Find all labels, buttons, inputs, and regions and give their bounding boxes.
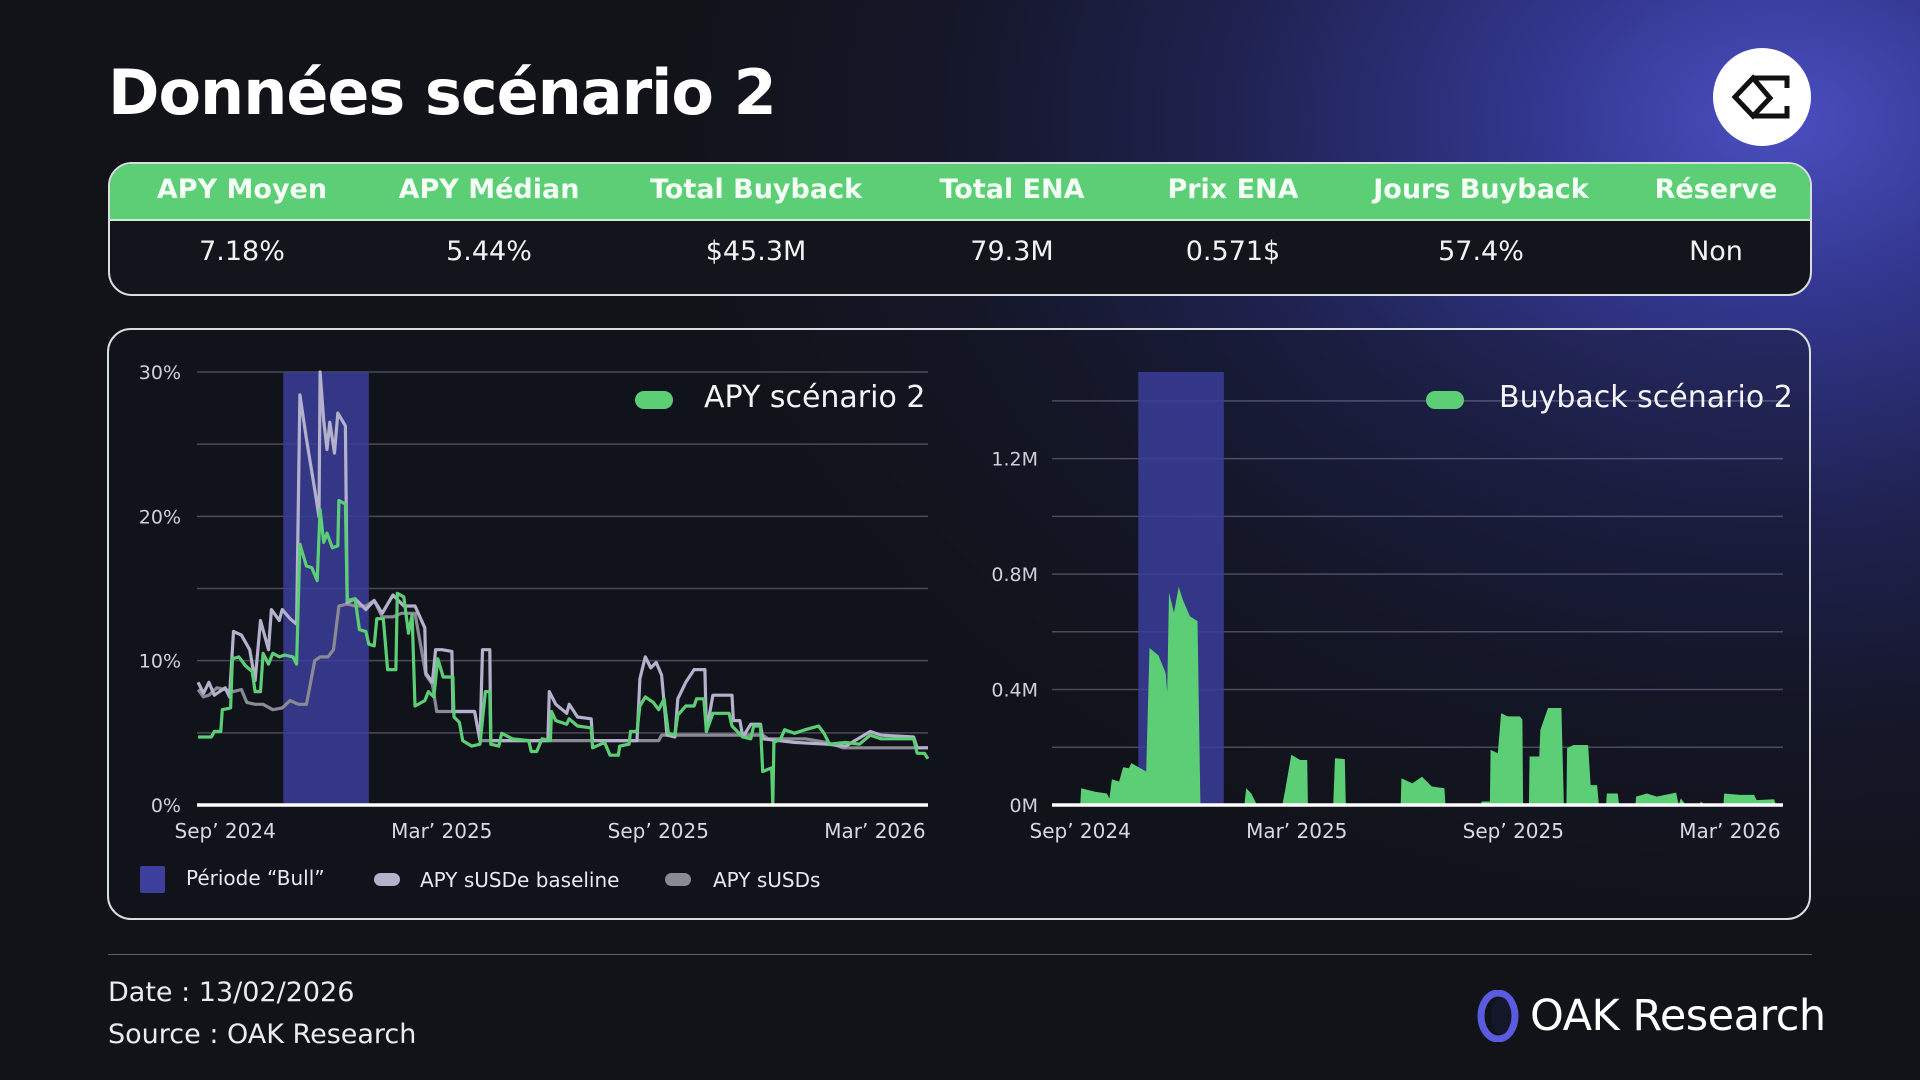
- y-tick-label: 10%: [139, 651, 181, 673]
- ethena-logo-icon: [1731, 74, 1790, 120]
- legend-baseline-label: APY sUSDe baseline: [420, 868, 620, 892]
- kpi-value-5: 57.4%: [1438, 236, 1524, 267]
- x-tick-label: Mar’ 2026: [1679, 819, 1780, 843]
- legend-buyback-swatch: [1426, 391, 1464, 409]
- series-area-0: [1052, 586, 1783, 805]
- y-tick-label: 0.4M: [991, 680, 1038, 702]
- x-tick-label: Sep’ 2025: [1463, 819, 1564, 843]
- legend-baseline-swatch: [374, 873, 400, 886]
- oak-brand-text: OAK Research: [1530, 991, 1826, 1041]
- kpi-value-0: 7.18%: [199, 236, 285, 267]
- kpi-header-3: Total ENA: [939, 174, 1085, 205]
- kpi-value-3: 79.3M: [970, 236, 1054, 267]
- y-tick-label: 0.8M: [991, 564, 1038, 586]
- kpi-value-6: Non: [1689, 236, 1743, 267]
- charts-panel: [107, 328, 1811, 920]
- series-line-apy-susds: [196, 598, 928, 750]
- x-tick-label: Sep’ 2025: [608, 819, 709, 843]
- legend-apy-swatch: [635, 391, 673, 409]
- x-tick-label: Mar’ 2025: [1246, 819, 1347, 843]
- x-tick-label: Sep’ 2024: [1030, 819, 1131, 843]
- kpi-value-2: $45.3M: [705, 236, 807, 267]
- legend-susds-label: APY sUSDs: [713, 868, 821, 892]
- y-tick-label: 20%: [139, 506, 181, 528]
- kpi-header-2: Total Buyback: [649, 174, 863, 205]
- x-tick-label: Mar’ 2025: [391, 819, 492, 843]
- legend-buyback-label: Buyback scénario 2: [1499, 380, 1793, 415]
- legend-bull-swatch: [140, 866, 165, 893]
- legend-bull-label: Période “Bull”: [186, 866, 325, 890]
- x-tick-label: Mar’ 2026: [824, 819, 925, 843]
- oak-ring-icon: [1477, 990, 1519, 1042]
- kpi-header-6: Réserve: [1654, 174, 1778, 205]
- page-title: Données scénario 2: [108, 56, 777, 129]
- kpi-header-5: Jours Buyback: [1373, 174, 1589, 205]
- kpi-header-0: APY Moyen: [156, 174, 328, 205]
- kpi-value-1: 5.44%: [446, 236, 532, 267]
- legend-susds-swatch: [665, 873, 691, 886]
- y-tick-label: 0M: [1010, 795, 1038, 817]
- kpi-value-4: 0.571$: [1185, 236, 1281, 267]
- y-tick-label: 30%: [139, 362, 181, 384]
- kpi-table: APY Moyen 7.18% APY Médian 5.44% Total Buyba…: [108, 162, 1812, 296]
- kpi-header-row: [110, 164, 1810, 221]
- y-tick-label: 1.2M: [991, 449, 1038, 471]
- y-tick-label: 0%: [151, 795, 181, 817]
- x-tick-label: Sep’ 2024: [175, 819, 276, 843]
- oak-research-logo: OAK Research: [1476, 988, 1826, 1044]
- footer-date: Date : 13/02/2026: [108, 977, 355, 1008]
- footer-source: Source : OAK Research: [108, 1019, 417, 1050]
- kpi-header-4: Prix ENA: [1167, 174, 1299, 205]
- ethena-logo: [1713, 48, 1811, 146]
- kpi-header-1: APY Médian: [398, 174, 580, 205]
- series-line-apy-scénario-2: [198, 498, 930, 807]
- legend-apy-label: APY scénario 2: [704, 380, 926, 415]
- footer-divider: [108, 954, 1812, 955]
